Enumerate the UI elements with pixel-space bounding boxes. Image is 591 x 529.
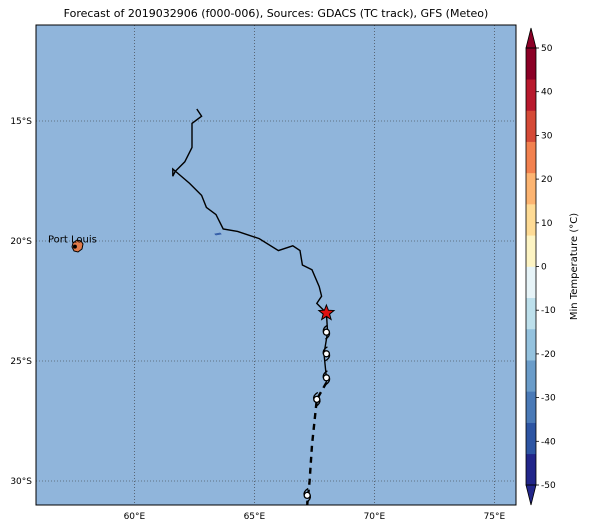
lat-tick-label: 15°S (10, 117, 32, 127)
colorbar-segment (526, 422, 536, 455)
lon-tick-label: 60°E (124, 512, 146, 522)
colorbar-segment (526, 79, 536, 111)
colorbar-segment (526, 235, 536, 267)
colorbar-segment (526, 453, 536, 486)
colorbar-segment (526, 297, 536, 330)
cyclone-symbol-icon (322, 324, 331, 340)
colorbar-tick-label: -50 (541, 481, 556, 491)
past-track-line (172, 108, 327, 314)
colorbar-tick-label: 30 (541, 131, 553, 141)
graticule-grid (36, 25, 516, 505)
cyclone-symbol-icon (322, 346, 331, 362)
colorbar-segment (526, 204, 536, 236)
lat-tick-label: 30°S (10, 477, 32, 487)
axis-ticks: 15°S 20°S 25°S 30°S 60°E 65°E 70°E 75°E (10, 117, 505, 522)
lon-tick-label: 65°E (244, 512, 266, 522)
colorbar-tick-label: 50 (541, 44, 553, 54)
port-louis-label: Port Louis (48, 235, 97, 246)
colorbar-tick-label: -20 (541, 350, 556, 360)
colorbar-max-extension (525, 27, 537, 49)
ocean-area (36, 25, 516, 505)
rodrigues-island (214, 232, 222, 236)
colorbar-segment (526, 266, 536, 299)
colorbar-segment (526, 110, 536, 142)
colorbar-segment (526, 141, 536, 174)
map-frame (35, 24, 517, 506)
colorbar-tick-label: -40 (541, 437, 556, 447)
cyclone-track (172, 108, 336, 505)
cyclone-symbol-icon (303, 487, 312, 503)
colorbar-tick-label: 20 (541, 175, 553, 185)
colorbar: 50 40 30 20 10 0 -10 -20 -30 -40 -50 Min Temperatur… (525, 27, 580, 506)
colorbar-tick-label: 0 (541, 263, 547, 273)
city-marker: Port Louis (48, 235, 97, 249)
colorbar-segment (526, 328, 536, 361)
lat-tick-label: 20°S (10, 237, 32, 247)
colorbar-label: Min Temperature (°C) (569, 213, 580, 320)
colorbar-tick-label: -30 (541, 394, 556, 404)
colorbar-segment (526, 360, 536, 392)
forecast-uncertain-track-line (306, 382, 328, 505)
port-louis-dot (72, 244, 77, 249)
map-title: Forecast of 2019032906 (f000-006), Sourc… (63, 7, 489, 20)
colorbar-tick-label: 10 (541, 219, 553, 229)
colorbar-min-extension (525, 484, 537, 506)
cyclone-symbol-icon (322, 370, 331, 386)
colorbar-segment (526, 172, 536, 205)
lon-tick-label: 75°E (484, 512, 506, 522)
mauritius-island (71, 232, 222, 253)
colorbar-segment (526, 391, 536, 423)
colorbar-segment (526, 48, 536, 80)
colorbar-tick-label: 40 (541, 88, 553, 98)
colorbar-tick-label: -10 (541, 306, 556, 316)
lat-tick-label: 25°S (10, 357, 32, 367)
current-position-star-icon (317, 303, 336, 321)
lon-tick-label: 70°E (364, 512, 386, 522)
cyclone-symbol-icon (312, 391, 321, 407)
